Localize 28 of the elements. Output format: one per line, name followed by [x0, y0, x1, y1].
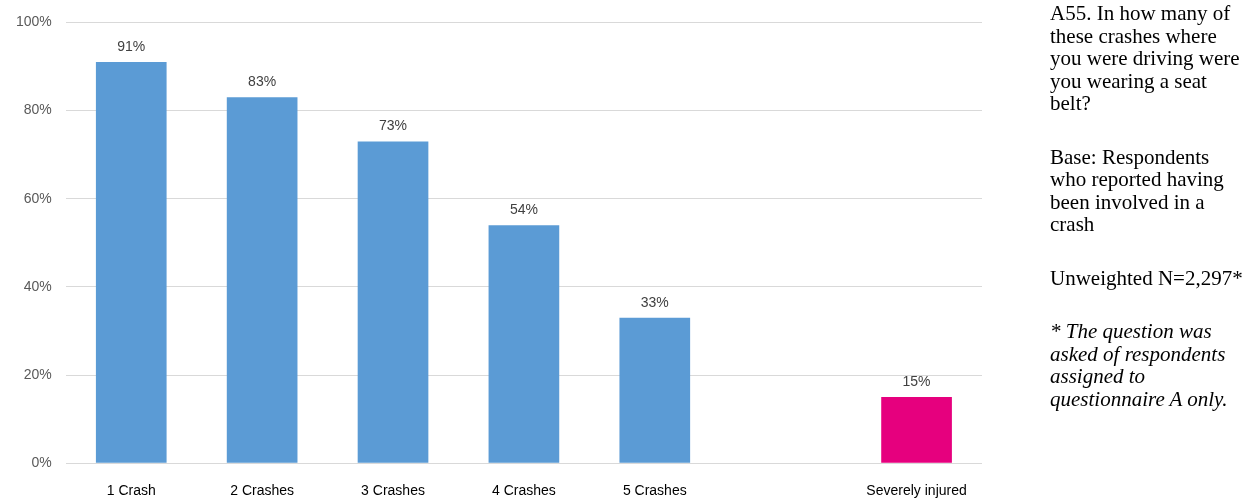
bar [488, 225, 560, 463]
y-tick-label: 60% [23, 189, 52, 206]
x-tick-label: 3 Crashes [361, 482, 425, 498]
y-tick-label: 80% [23, 101, 52, 118]
data-label: 83% [248, 73, 277, 90]
text: * The question was asked of respondents assigned to questionnaire A only. [1050, 319, 1229, 411]
x-tick-label: 2 Crashes [230, 482, 295, 498]
bar [226, 97, 298, 463]
x-tick-label: Severely injured [866, 482, 967, 498]
data-label: 91% [117, 37, 146, 54]
x-tick-label: 1 Crash [106, 482, 156, 498]
text: A55. In how many of these crashes where you were driving were you wearing a seat belt? [1050, 1, 1241, 115]
y-tick-label: 100% [15, 13, 52, 30]
text: Unweighted N=2,297* [1050, 265, 1244, 290]
data-label: 54% [509, 201, 538, 218]
data-label: 73% [379, 117, 408, 134]
y-tick-label: 40% [23, 277, 52, 294]
text: Base: Respondents who reported having been involved in a crash [1050, 144, 1225, 236]
y-tick-label: 0% [31, 454, 52, 471]
data-label: 15% [902, 372, 931, 389]
bar [357, 141, 429, 463]
x-tick-label: 4 Crashes [492, 482, 556, 498]
bar [619, 317, 691, 463]
bar [881, 397, 952, 463]
bar [95, 62, 167, 463]
x-tick-label: 5 Crashes [622, 482, 687, 498]
data-label: 33% [640, 293, 669, 310]
y-tick-label: 20% [23, 365, 52, 382]
